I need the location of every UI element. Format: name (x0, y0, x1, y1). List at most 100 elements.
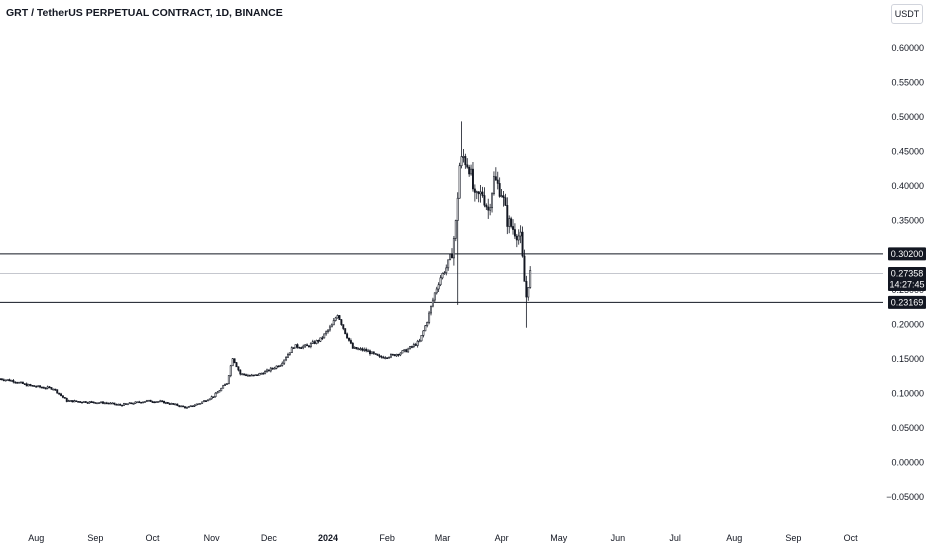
candle (212, 396, 215, 398)
candle (349, 338, 352, 345)
candle (203, 400, 206, 403)
candles-layer (0, 121, 532, 409)
candle (241, 373, 244, 376)
candle (107, 402, 110, 405)
candle (338, 315, 341, 321)
candle (142, 401, 145, 404)
candle (487, 198, 490, 219)
candle (0, 378, 3, 381)
candle (384, 356, 387, 360)
candle (88, 401, 91, 404)
candle (81, 401, 83, 404)
candle (29, 383, 32, 387)
candle (483, 187, 486, 208)
candle (456, 192, 459, 305)
candle (445, 264, 448, 276)
candle (321, 335, 324, 341)
candle (348, 337, 350, 342)
candle (517, 229, 520, 245)
candle (33, 385, 36, 387)
y-tick-label: 0.20000 (891, 319, 924, 329)
candle (77, 401, 80, 403)
candle (439, 275, 442, 287)
candle (491, 192, 494, 213)
candle (119, 403, 122, 406)
candle (323, 333, 326, 339)
time-axis[interactable]: Aug Sep Oct Nov Dec 2024 Feb Mar Apr May Jun Jul Aug… (28, 533, 858, 543)
candle (117, 403, 120, 406)
candle (184, 406, 186, 409)
candle (145, 399, 148, 403)
candle (54, 388, 57, 391)
y-tick-label: 0.15000 (891, 354, 924, 364)
candle (496, 171, 499, 190)
candle (267, 369, 270, 372)
candle (294, 344, 297, 349)
candle (65, 397, 68, 403)
candle (489, 203, 492, 216)
candle (25, 382, 28, 387)
candle (21, 381, 24, 385)
candle (525, 275, 528, 328)
candle (233, 358, 236, 364)
candle (109, 402, 112, 405)
candle (75, 400, 78, 402)
candle (374, 353, 377, 355)
candle (39, 385, 42, 389)
candle (218, 390, 221, 393)
candle (430, 305, 432, 316)
candle (105, 401, 108, 405)
candle (61, 395, 64, 399)
horizontal-line-price-label: 0.30200 (891, 249, 924, 259)
candle (163, 400, 165, 404)
candle (397, 353, 400, 357)
candle (164, 401, 167, 405)
candle (90, 400, 93, 403)
candle (388, 356, 391, 359)
candle (369, 349, 371, 356)
candle (254, 374, 257, 377)
candle (376, 353, 379, 356)
candle (307, 345, 310, 348)
candle (48, 385, 51, 389)
candle (98, 402, 101, 404)
candle (363, 347, 366, 352)
candle (10, 379, 13, 382)
candle (454, 219, 457, 242)
currency-button[interactable]: USDT (891, 4, 923, 24)
candle (344, 328, 347, 335)
candle (443, 271, 446, 275)
candle (100, 401, 103, 404)
candle (481, 186, 484, 198)
candle (220, 387, 223, 392)
candle (418, 338, 421, 343)
candle (332, 318, 335, 326)
candle (229, 364, 232, 378)
candle (205, 400, 207, 402)
candle (389, 353, 392, 359)
candle (172, 403, 175, 405)
x-tick-label: 2024 (318, 533, 338, 543)
candle (50, 387, 53, 390)
candle (216, 390, 219, 394)
candle (506, 197, 509, 235)
candle (283, 359, 286, 365)
candle (155, 401, 158, 403)
candle (498, 177, 501, 198)
candle (527, 287, 530, 301)
candle (327, 329, 329, 334)
candle (269, 366, 272, 373)
candle (279, 364, 282, 367)
candle (266, 368, 268, 373)
candle (529, 266, 532, 289)
y-tick-label: 0.45000 (891, 147, 924, 157)
candle (182, 405, 185, 408)
candle (210, 395, 213, 400)
candle (325, 330, 328, 336)
candle (475, 190, 478, 200)
candle (428, 310, 431, 325)
candle (275, 365, 278, 370)
candle (355, 347, 358, 350)
candle (185, 406, 188, 409)
